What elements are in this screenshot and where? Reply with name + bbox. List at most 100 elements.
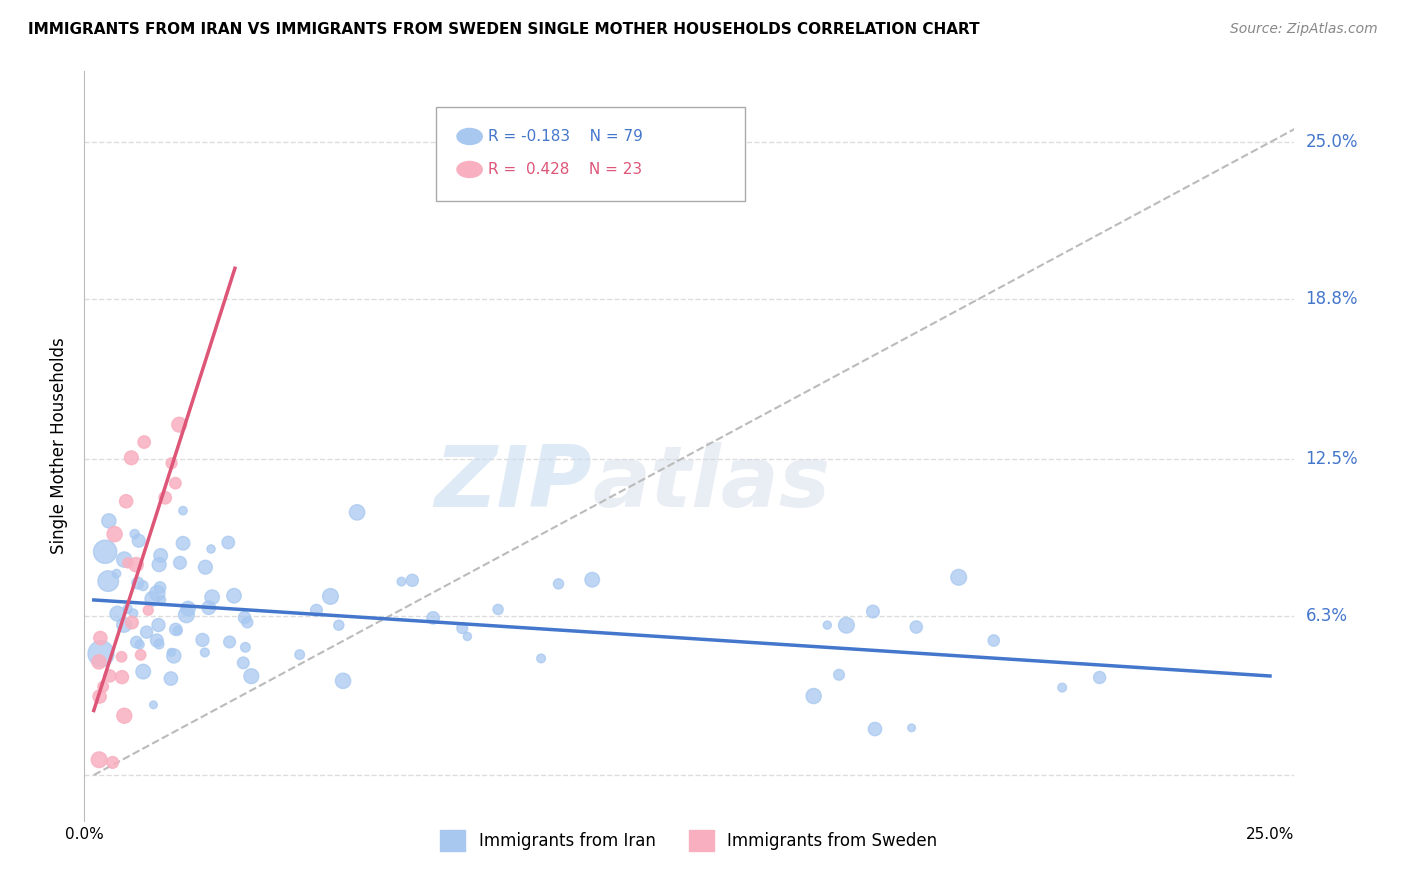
Point bbox=[89, 753, 111, 767]
Point bbox=[91, 680, 114, 694]
Point bbox=[176, 607, 198, 622]
Point bbox=[165, 623, 187, 637]
Text: 12.5%: 12.5% bbox=[1306, 450, 1358, 467]
Point bbox=[160, 645, 183, 659]
Point bbox=[547, 577, 569, 591]
Point bbox=[863, 722, 886, 736]
Text: 25.0%: 25.0% bbox=[1246, 828, 1294, 842]
Point bbox=[905, 620, 928, 634]
Point bbox=[121, 615, 143, 630]
Point bbox=[232, 656, 254, 670]
Point bbox=[198, 600, 221, 615]
Point bbox=[101, 756, 124, 770]
Text: 18.8%: 18.8% bbox=[1306, 290, 1358, 308]
Text: R =  0.428    N = 23: R = 0.428 N = 23 bbox=[488, 162, 643, 177]
Point bbox=[288, 648, 311, 662]
Point bbox=[218, 635, 240, 649]
Point bbox=[111, 670, 134, 684]
Point bbox=[134, 435, 156, 450]
Point bbox=[141, 591, 163, 606]
Legend: Immigrants from Iran, Immigrants from Sweden: Immigrants from Iran, Immigrants from Sw… bbox=[434, 823, 943, 857]
Point bbox=[107, 607, 129, 621]
Point bbox=[112, 618, 135, 632]
Point bbox=[177, 601, 200, 615]
Point bbox=[217, 535, 239, 549]
Text: IMMIGRANTS FROM IRAN VS IMMIGRANTS FROM SWEDEN SINGLE MOTHER HOUSEHOLDS CORRELAT: IMMIGRANTS FROM IRAN VS IMMIGRANTS FROM … bbox=[28, 22, 980, 37]
Point bbox=[148, 637, 170, 651]
Point bbox=[200, 541, 222, 556]
Point bbox=[160, 456, 183, 470]
Text: R = -0.183    N = 79: R = -0.183 N = 79 bbox=[488, 129, 643, 144]
Point bbox=[127, 576, 149, 591]
Point bbox=[115, 494, 138, 508]
Point bbox=[233, 610, 256, 624]
Point bbox=[104, 527, 127, 541]
Point bbox=[150, 592, 173, 607]
Point bbox=[132, 579, 155, 593]
Point bbox=[117, 602, 139, 616]
Point bbox=[90, 647, 112, 661]
Point bbox=[581, 573, 603, 587]
Point bbox=[451, 621, 474, 635]
Point bbox=[391, 574, 413, 589]
Point bbox=[97, 574, 120, 588]
Point bbox=[125, 635, 148, 649]
Text: ZIP: ZIP bbox=[434, 442, 592, 525]
Point bbox=[105, 566, 128, 581]
Point bbox=[165, 476, 187, 491]
Point bbox=[148, 558, 170, 572]
Point bbox=[456, 630, 478, 644]
Point bbox=[122, 606, 145, 620]
Point bbox=[124, 527, 146, 541]
Text: 25.0%: 25.0% bbox=[1306, 133, 1358, 152]
Point bbox=[191, 632, 214, 647]
Point bbox=[401, 574, 423, 588]
Point bbox=[112, 552, 135, 566]
Point bbox=[305, 603, 328, 617]
Point bbox=[201, 590, 224, 604]
Point bbox=[194, 645, 217, 659]
Point bbox=[153, 491, 176, 505]
Point bbox=[172, 536, 194, 550]
Text: 6.3%: 6.3% bbox=[1306, 607, 1347, 624]
Point bbox=[1050, 681, 1073, 695]
Point bbox=[166, 624, 188, 638]
Point bbox=[136, 603, 159, 617]
Point bbox=[110, 649, 132, 664]
Point bbox=[815, 618, 838, 632]
Y-axis label: Single Mother Households: Single Mother Households bbox=[51, 338, 69, 554]
Point bbox=[112, 708, 135, 723]
Text: atlas: atlas bbox=[592, 442, 831, 525]
Point bbox=[803, 689, 825, 703]
Point bbox=[146, 633, 169, 648]
Point bbox=[129, 648, 152, 662]
Point bbox=[422, 611, 444, 625]
Point bbox=[160, 672, 183, 686]
Point bbox=[332, 673, 354, 688]
Point bbox=[142, 698, 165, 712]
Point bbox=[98, 669, 121, 683]
Point bbox=[132, 665, 155, 679]
Point bbox=[148, 618, 170, 632]
Point bbox=[235, 640, 257, 655]
Point bbox=[94, 545, 117, 559]
Point bbox=[222, 589, 245, 603]
Point bbox=[135, 625, 157, 640]
Point bbox=[163, 648, 186, 663]
Point bbox=[828, 668, 851, 682]
Point bbox=[486, 602, 509, 616]
Text: Source: ZipAtlas.com: Source: ZipAtlas.com bbox=[1230, 22, 1378, 37]
Point bbox=[240, 669, 263, 683]
Point bbox=[346, 505, 368, 519]
Point bbox=[146, 586, 169, 600]
Point bbox=[983, 633, 1005, 648]
Point bbox=[172, 503, 194, 517]
Point bbox=[530, 651, 553, 665]
Point bbox=[128, 638, 150, 652]
Point bbox=[194, 560, 217, 574]
Point bbox=[319, 590, 342, 604]
Text: 0.0%: 0.0% bbox=[65, 828, 104, 842]
Point bbox=[97, 514, 120, 528]
Point bbox=[862, 605, 884, 619]
Point bbox=[89, 631, 111, 645]
